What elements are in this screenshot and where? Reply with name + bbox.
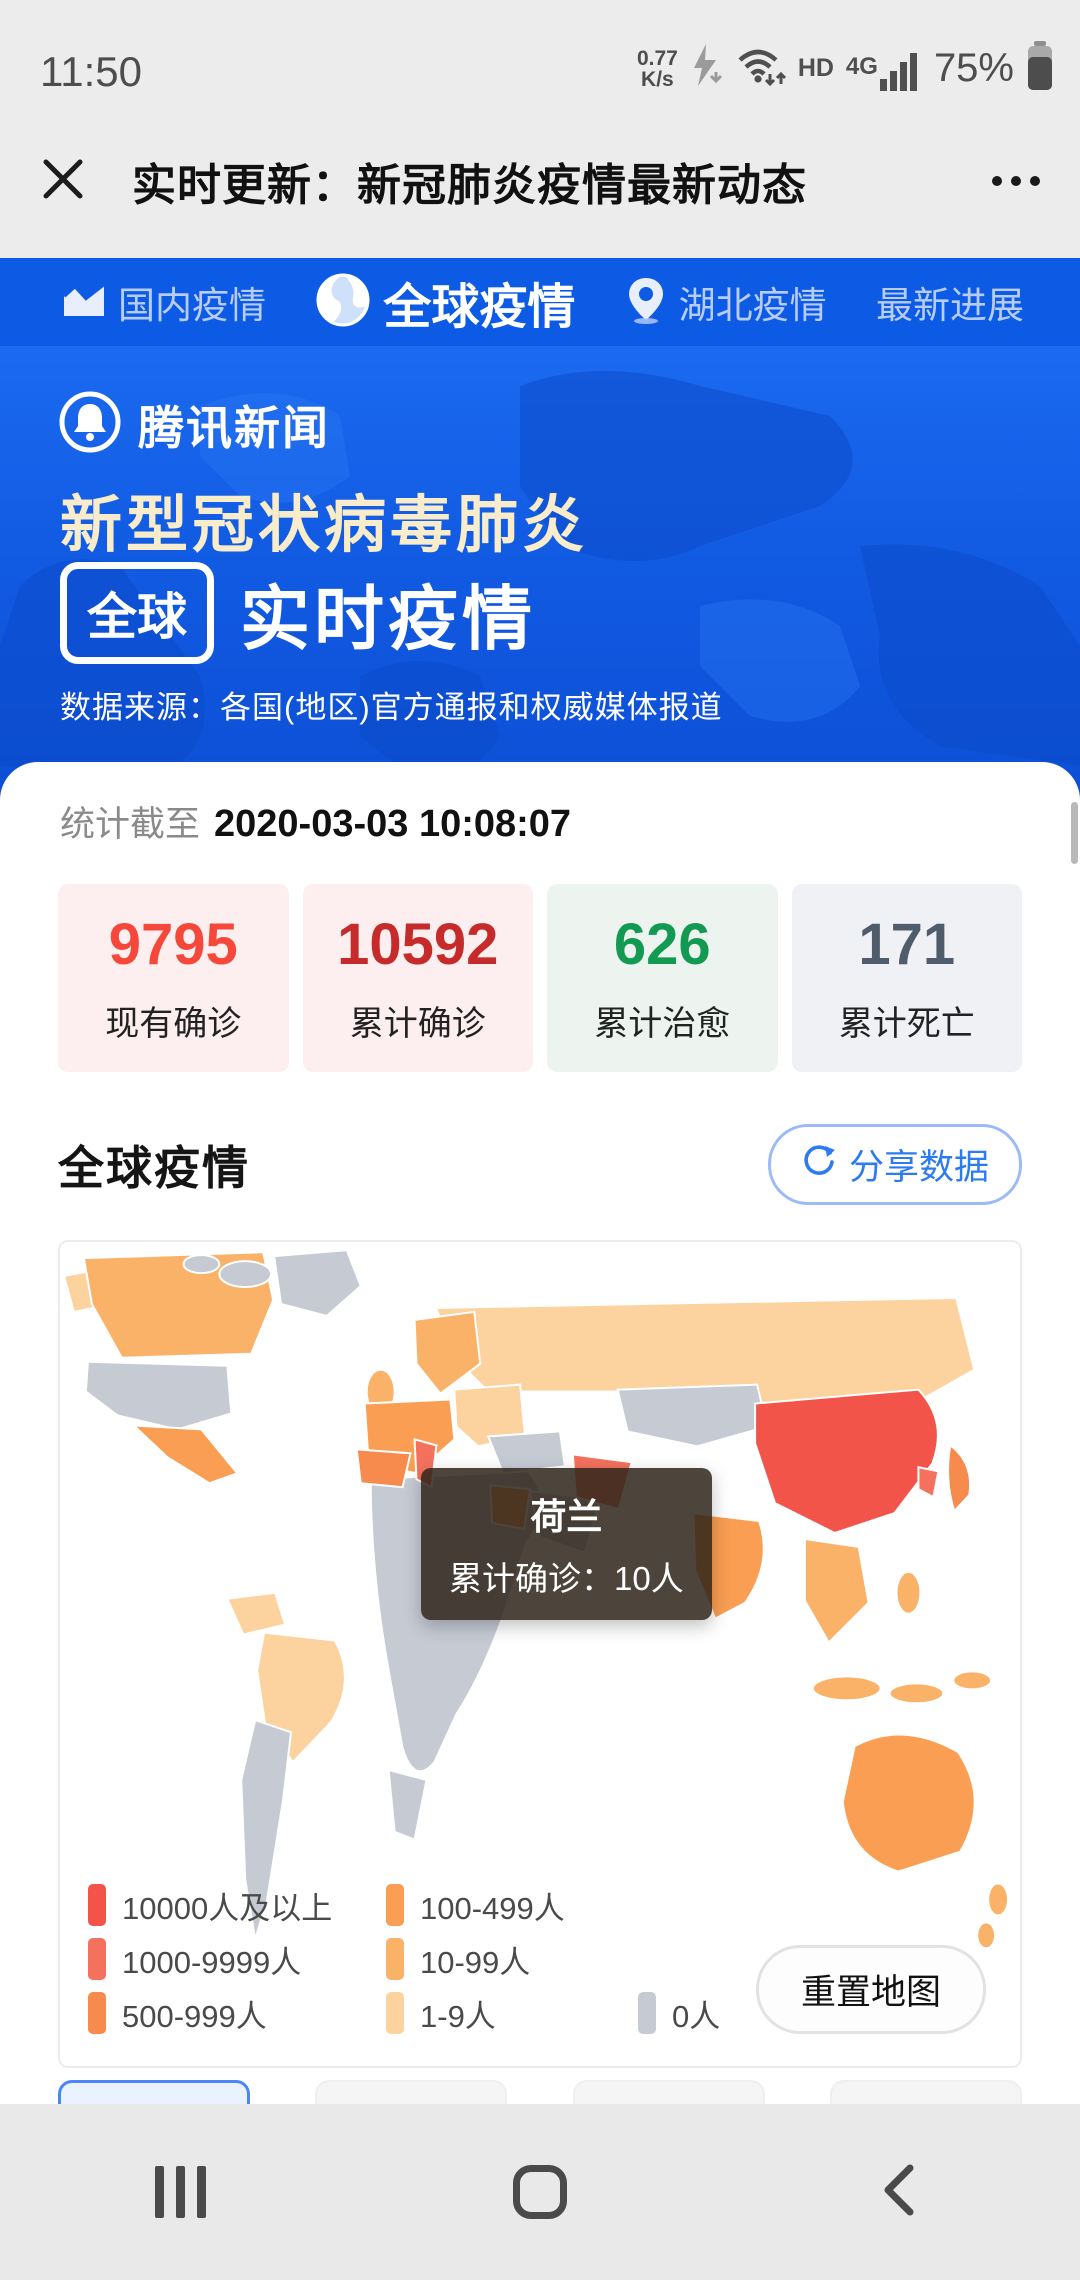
banner-subtitle: 实时疫情	[240, 579, 536, 658]
back-icon	[880, 2162, 920, 2223]
legend-swatch	[638, 1992, 656, 2034]
stat-card-total-deaths[interactable]: 171 累计死亡	[791, 884, 1022, 1072]
share-icon	[801, 1142, 837, 1187]
tab-global[interactable]: 全球疫情	[315, 267, 575, 337]
trend-chart-icon	[62, 280, 106, 325]
stat-value: 626	[613, 912, 711, 977]
location-pin-icon	[625, 276, 667, 329]
home-button[interactable]	[360, 2165, 720, 2219]
banner-subtitle-row: 全球 实时疫情	[60, 562, 536, 664]
hd-indicator: HD	[797, 54, 834, 82]
stats-timestamp-row: 统计截至 2020-03-03 10:08:07	[60, 796, 571, 847]
reset-map-button[interactable]: 重置地图	[755, 1945, 986, 2034]
epidemic-tab-nav: 国内疫情 全球疫情 湖北疫情 最新进展	[0, 258, 1080, 346]
scrollbar-thumb[interactable]	[1071, 802, 1078, 864]
stat-card-total-cured[interactable]: 626 累计治愈	[547, 884, 778, 1072]
legend-swatch	[386, 1938, 404, 1980]
stat-label: 累计确诊	[349, 1005, 486, 1043]
tab-latest[interactable]: 最新进展	[876, 275, 1024, 329]
stat-value: 10592	[337, 912, 499, 977]
banner-headline: 新型冠状病毒肺炎	[60, 491, 589, 560]
webview-title-bar: 实时更新：新冠肺炎疫情最新动态	[0, 104, 1080, 258]
legend-item: 0人	[638, 1986, 720, 2040]
android-navigation-bar	[0, 2104, 1080, 2280]
status-bar: 11:50 0.77 K/s	[0, 0, 1080, 104]
status-icons: 0.77 K/s HD	[637, 41, 1054, 96]
stat-value: 171	[858, 912, 956, 977]
world-map-card[interactable]: 荷兰 累计确诊：10人 10000人及以上 100-499人 1000-9999…	[58, 1240, 1022, 2068]
tab-hubei[interactable]: 湖北疫情	[625, 275, 827, 329]
scope-badge: 全球	[60, 562, 214, 664]
stat-label: 累计死亡	[838, 1005, 975, 1043]
legend-item: 10-99人	[386, 1932, 632, 1986]
tab-domestic[interactable]: 国内疫情	[62, 275, 266, 329]
legend-item: 10000人及以上	[88, 1878, 380, 1932]
tab-label: 最新进展	[876, 285, 1024, 326]
battery-icon	[1026, 41, 1054, 96]
stat-cards: 9795 现有确诊 10592 累计确诊 626 累计治愈 171 累计死亡	[58, 884, 1022, 1072]
legend-swatch	[386, 1992, 404, 2034]
tab-label: 全球疫情	[383, 281, 576, 334]
section-title: 全球疫情	[58, 1141, 250, 1194]
globe-icon	[315, 272, 371, 333]
page-title: 实时更新：新冠肺炎疫情最新动态	[132, 161, 807, 210]
recents-icon	[154, 2166, 206, 2218]
legend-item: 100-499人	[386, 1878, 632, 1932]
share-label: 分享数据	[848, 1148, 989, 1187]
recents-button[interactable]	[0, 2166, 360, 2218]
legend-item: 1-9人	[386, 1986, 632, 2040]
signal-4g-icon: 4G	[846, 47, 922, 91]
global-section-header: 全球疫情 分享数据	[58, 1124, 1022, 1205]
wifi-icon	[736, 44, 786, 93]
stat-card-total-confirmed[interactable]: 10592 累计确诊	[302, 884, 533, 1072]
stat-value: 9795	[108, 912, 238, 977]
legend-item: 1000-9999人	[88, 1932, 380, 1986]
timestamp-value: 2020-03-03 10:08:07	[214, 803, 572, 845]
legend-item: 500-999人	[88, 1986, 380, 2040]
banner-map-texture	[0, 371, 1080, 778]
close-icon[interactable]	[40, 156, 86, 207]
map-legend: 10000人及以上 100-499人 1000-9999人 10-99人	[88, 1878, 720, 2040]
tab-label: 国内疫情	[118, 285, 266, 326]
legend-swatch	[88, 1992, 106, 2034]
content-sheet: 统计截至 2020-03-03 10:08:07 9795 现有确诊 10592…	[0, 762, 1080, 2280]
back-button[interactable]	[720, 2162, 1080, 2223]
brand-name: 腾讯新闻	[138, 401, 330, 454]
stat-label: 累计治愈	[594, 1005, 731, 1043]
battery-percent: 75%	[933, 46, 1014, 90]
share-data-button[interactable]: 分享数据	[767, 1124, 1022, 1205]
charging-bolt-icon	[690, 44, 724, 93]
tooltip-detail: 累计确诊：10人	[449, 1560, 684, 1597]
home-icon	[513, 2165, 567, 2219]
more-menu-icon[interactable]	[992, 176, 1040, 186]
tencent-news-bell-icon	[58, 390, 122, 459]
timestamp-prefix: 统计截至	[60, 805, 201, 844]
map-tooltip: 荷兰 累计确诊：10人	[421, 1468, 712, 1620]
stat-label: 现有确诊	[105, 1005, 242, 1043]
network-speed: 0.77 K/s	[636, 46, 678, 91]
data-source-note: 数据来源：各国(地区)官方通报和权威媒体报道	[60, 690, 723, 725]
clock: 11:50	[40, 48, 142, 95]
stat-card-active-confirmed[interactable]: 9795 现有确诊	[58, 884, 289, 1072]
tab-label: 湖北疫情	[678, 285, 827, 326]
hero-banner: 腾讯新闻 新型冠状病毒肺炎 全球 实时疫情 数据来源：各国(地区)官方通报和权威…	[0, 346, 1080, 830]
brand-logo: 腾讯新闻	[58, 390, 330, 459]
legend-swatch	[386, 1884, 404, 1926]
tooltip-region: 荷兰	[530, 1496, 603, 1537]
legend-swatch	[88, 1884, 106, 1926]
legend-swatch	[88, 1938, 106, 1980]
